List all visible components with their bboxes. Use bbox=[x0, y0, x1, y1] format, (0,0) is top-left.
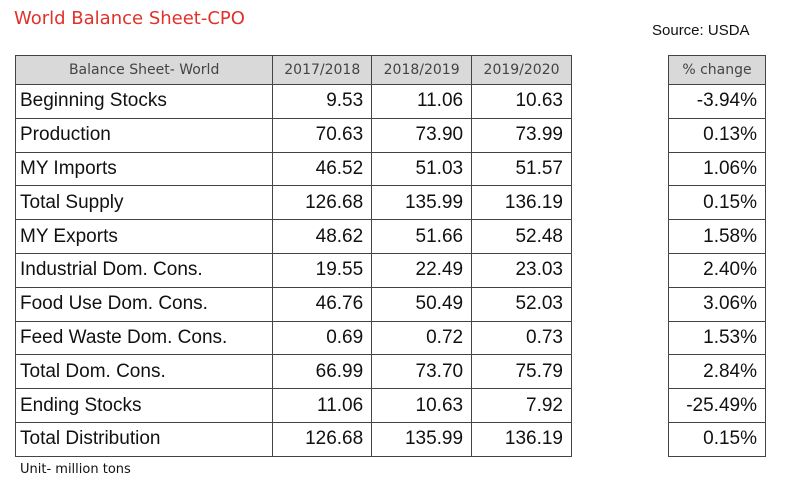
pct-row: 1.58% bbox=[668, 219, 766, 254]
balance-sheet-table: Balance Sheet- World 2017/2018 2018/2019… bbox=[14, 55, 572, 457]
pct-row: 2.40% bbox=[668, 252, 766, 288]
pct-row: 1.53% bbox=[668, 320, 766, 356]
table-row: Food Use Dom. Cons. 46.76 50.49 52.03 bbox=[14, 286, 572, 322]
row-label: Total Supply bbox=[14, 185, 274, 221]
table-row: MY Imports 46.52 51.03 51.57 bbox=[14, 151, 572, 187]
value-cell: 7.92 bbox=[471, 388, 572, 423]
value-cell: 52.03 bbox=[471, 286, 572, 322]
value-cell: 46.52 bbox=[272, 151, 373, 187]
row-label: Total Distribution bbox=[14, 421, 274, 457]
pct-cell: 3.06% bbox=[668, 286, 766, 322]
table-row: Total Dom. Cons. 66.99 73.70 75.79 bbox=[14, 354, 572, 390]
table-row: Total Distribution 126.68 135.99 136.19 bbox=[14, 421, 572, 457]
value-cell: 10.63 bbox=[471, 84, 572, 119]
pct-cell: 1.53% bbox=[668, 320, 766, 356]
table-row: Beginning Stocks 9.53 11.06 10.63 bbox=[14, 84, 572, 119]
value-cell: 126.68 bbox=[272, 185, 373, 221]
value-cell: 66.99 bbox=[272, 354, 373, 390]
value-cell: 0.72 bbox=[371, 320, 473, 356]
pct-cell: -25.49% bbox=[668, 388, 766, 423]
page-title: World Balance Sheet-CPO bbox=[14, 8, 245, 29]
row-label: MY Imports bbox=[14, 151, 274, 187]
value-cell: 51.66 bbox=[371, 219, 473, 254]
value-cell: 51.57 bbox=[471, 151, 572, 187]
pct-row: 0.13% bbox=[668, 117, 766, 153]
value-cell: 73.90 bbox=[371, 117, 473, 153]
value-cell: 0.73 bbox=[471, 320, 572, 356]
table-row: Production 70.63 73.90 73.99 bbox=[14, 117, 572, 153]
value-cell: 10.63 bbox=[371, 388, 473, 423]
pct-row: -25.49% bbox=[668, 388, 766, 423]
pct-cell: 2.40% bbox=[668, 252, 766, 288]
header-2017-2018: 2017/2018 bbox=[272, 55, 373, 85]
value-cell: 75.79 bbox=[471, 354, 572, 390]
table-row: Total Supply 126.68 135.99 136.19 bbox=[14, 185, 572, 221]
table-row: MY Exports 48.62 51.66 52.48 bbox=[14, 219, 572, 254]
pct-row: 2.84% bbox=[668, 354, 766, 390]
value-cell: 22.49 bbox=[371, 252, 473, 288]
pct-row: 0.15% bbox=[668, 185, 766, 221]
row-label: Beginning Stocks bbox=[14, 84, 274, 119]
header-label: Balance Sheet- World bbox=[14, 55, 274, 85]
row-label: Food Use Dom. Cons. bbox=[14, 286, 274, 322]
header-row: Balance Sheet- World 2017/2018 2018/2019… bbox=[14, 55, 572, 85]
table-row: Industrial Dom. Cons. 19.55 22.49 23.03 bbox=[14, 252, 572, 288]
value-cell: 50.49 bbox=[371, 286, 473, 322]
value-cell: 70.63 bbox=[272, 117, 373, 153]
row-label: Production bbox=[14, 117, 274, 153]
pct-row: 3.06% bbox=[668, 286, 766, 322]
value-cell: 0.69 bbox=[272, 320, 373, 356]
pct-cell: 1.58% bbox=[668, 219, 766, 254]
pct-cell: 2.84% bbox=[668, 354, 766, 390]
percent-change-table: % change -3.94% 0.13% 1.06% 0.15% 1.58% 2.40%… bbox=[668, 55, 766, 457]
pct-cell: 0.13% bbox=[668, 117, 766, 153]
value-cell: 19.55 bbox=[272, 252, 373, 288]
value-cell: 23.03 bbox=[471, 252, 572, 288]
pct-row: 1.06% bbox=[668, 151, 766, 187]
pct-header-row: % change bbox=[668, 55, 766, 85]
header-2018-2019: 2018/2019 bbox=[371, 55, 473, 85]
value-cell: 135.99 bbox=[371, 185, 473, 221]
table-row: Ending Stocks 11.06 10.63 7.92 bbox=[14, 388, 572, 423]
value-cell: 51.03 bbox=[371, 151, 473, 187]
row-label: MY Exports bbox=[14, 219, 274, 254]
pct-cell: -3.94% bbox=[668, 84, 766, 119]
table-row: Feed Waste Dom. Cons. 0.69 0.72 0.73 bbox=[14, 320, 572, 356]
pct-cell: 0.15% bbox=[668, 421, 766, 457]
row-label: Feed Waste Dom. Cons. bbox=[14, 320, 274, 356]
row-label: Ending Stocks bbox=[14, 388, 274, 423]
header-pct-change: % change bbox=[668, 55, 766, 85]
row-label: Total Dom. Cons. bbox=[14, 354, 274, 390]
pct-row: -3.94% bbox=[668, 84, 766, 119]
value-cell: 46.76 bbox=[272, 286, 373, 322]
value-cell: 136.19 bbox=[471, 421, 572, 457]
value-cell: 11.06 bbox=[371, 84, 473, 119]
unit-note: Unit- million tons bbox=[20, 462, 131, 477]
source-note: Source: USDA bbox=[652, 22, 750, 39]
value-cell: 11.06 bbox=[272, 388, 373, 423]
value-cell: 135.99 bbox=[371, 421, 473, 457]
value-cell: 9.53 bbox=[272, 84, 373, 119]
pct-cell: 1.06% bbox=[668, 151, 766, 187]
row-label: Industrial Dom. Cons. bbox=[14, 252, 274, 288]
value-cell: 52.48 bbox=[471, 219, 572, 254]
value-cell: 136.19 bbox=[471, 185, 572, 221]
pct-cell: 0.15% bbox=[668, 185, 766, 221]
value-cell: 73.99 bbox=[471, 117, 572, 153]
value-cell: 126.68 bbox=[272, 421, 373, 457]
pct-row: 0.15% bbox=[668, 421, 766, 457]
value-cell: 48.62 bbox=[272, 219, 373, 254]
value-cell: 73.70 bbox=[371, 354, 473, 390]
header-2019-2020: 2019/2020 bbox=[471, 55, 572, 85]
